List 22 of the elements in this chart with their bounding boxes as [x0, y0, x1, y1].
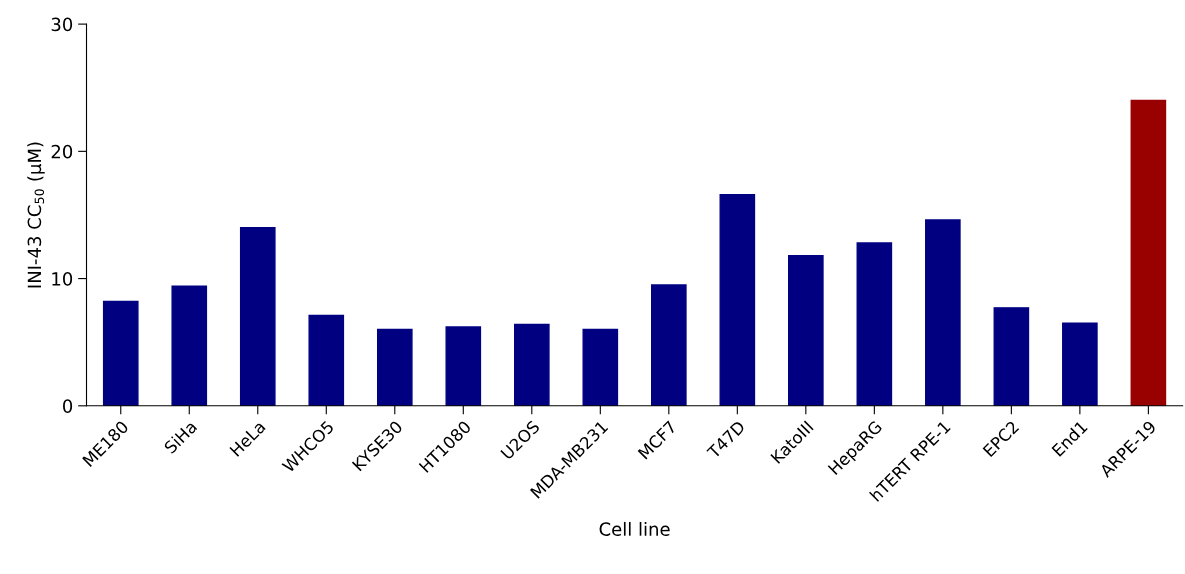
bar	[102, 300, 139, 406]
y-axis-title: INI-43 CC$_{50}$ (μM)	[27, 142, 45, 288]
x-axis-title: Cell line	[599, 521, 670, 536]
bar	[719, 193, 756, 406]
bar	[650, 284, 687, 406]
bar	[856, 242, 893, 406]
bar	[1062, 322, 1098, 406]
bar	[308, 314, 345, 406]
bar	[788, 254, 824, 406]
bar	[513, 323, 550, 406]
bar	[239, 226, 276, 406]
bar	[925, 219, 961, 406]
bar	[582, 328, 619, 406]
bar	[1130, 99, 1167, 406]
y-tick-label: 30	[51, 17, 73, 32]
bar	[993, 307, 1030, 406]
y-tick-label: 0	[63, 399, 73, 413]
y-tick-label: 10	[52, 272, 73, 286]
y-tick-label: 20	[51, 144, 73, 159]
bar	[376, 328, 413, 406]
bar	[445, 326, 482, 406]
bar	[171, 285, 208, 406]
